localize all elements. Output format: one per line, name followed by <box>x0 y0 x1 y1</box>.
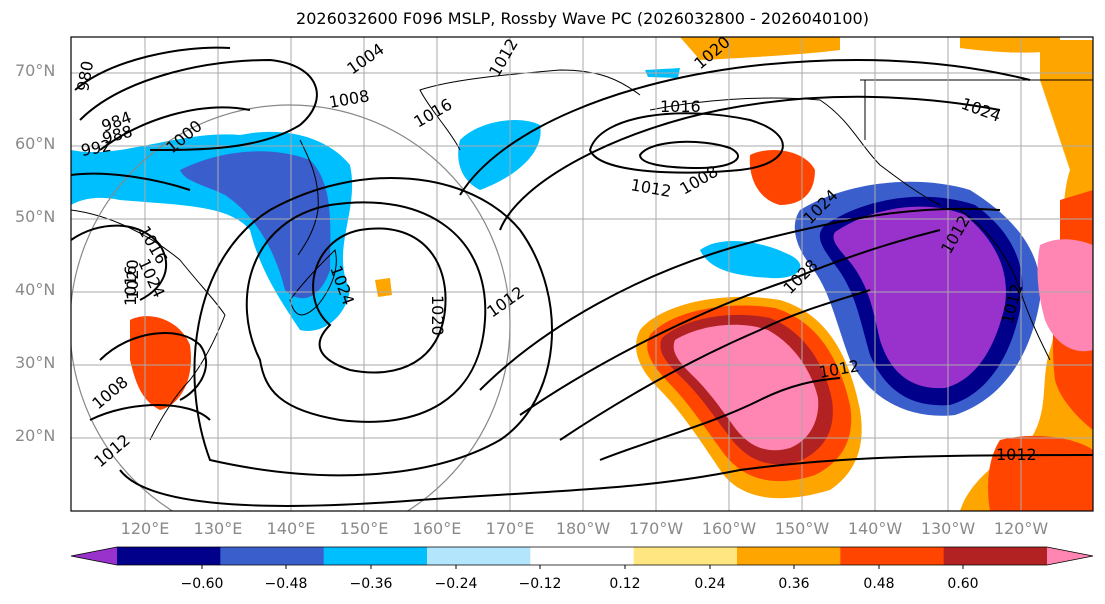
longitude-label: 140°W <box>847 519 903 538</box>
latitude-label: 60°N <box>15 134 56 153</box>
colorbar-tick-label: −0.48 <box>264 576 308 592</box>
colorbar-tick-label: −0.60 <box>180 576 224 592</box>
colorbar-segment <box>220 547 325 565</box>
longitude-label: 160°W <box>701 519 757 538</box>
longitude-label: 160°E <box>412 519 462 538</box>
longitude-label: 120°W <box>993 519 1049 538</box>
longitude-label: 180°W <box>555 519 611 538</box>
longitude-label: 130°E <box>193 519 243 538</box>
isobar-label: 1012 <box>996 445 1037 464</box>
longitude-label: 120°E <box>120 519 170 538</box>
colorbar-tick-label: 0.24 <box>694 576 726 592</box>
longitude-label: 170°E <box>485 519 535 538</box>
colorbar-tick-label: 0.60 <box>947 576 979 592</box>
colorbar-tick-label: −0.36 <box>349 576 393 592</box>
colorbar-tick-label: 0.12 <box>609 576 641 592</box>
colorbar-segment <box>943 547 1048 565</box>
colorbar-tick-label: −0.12 <box>518 576 562 592</box>
latitude-label: 20°N <box>15 426 56 445</box>
positive-anomaly-central <box>636 296 862 499</box>
colorbar-extend-high <box>1047 547 1093 565</box>
longitude-label: 140°E <box>266 519 316 538</box>
latitude-label: 50°N <box>15 207 56 226</box>
negative-anomaly-east <box>794 181 1041 416</box>
colorbar-segment <box>840 547 945 565</box>
latitude-label: 40°N <box>15 280 56 299</box>
colorbar-tick-label: −0.24 <box>434 576 478 592</box>
latitude-label: 70°N <box>15 61 56 80</box>
colorbar-segment <box>117 547 221 565</box>
colorbar-segment <box>530 547 635 565</box>
colorbar-extend-low <box>71 547 117 565</box>
colorbar-segment <box>633 547 738 565</box>
map-title: 2026032600 F096 MSLP, Rossby Wave PC (20… <box>296 9 869 28</box>
longitude-label: 170°W <box>628 519 684 538</box>
isobars <box>71 46 1093 507</box>
colorbar-segment <box>737 547 841 565</box>
isobar-label: 1020 <box>428 295 447 336</box>
reference-circle <box>71 104 511 511</box>
isobar-label: 1020 <box>123 259 142 300</box>
colorbar-tick-label: 0.36 <box>778 576 810 592</box>
longitude-label: 150°E <box>339 519 389 538</box>
isobar-label: 1016 <box>121 265 140 306</box>
colorbar-tick-label: 0.48 <box>863 576 895 592</box>
longitude-label: 130°W <box>920 519 976 538</box>
colorbar-segment <box>427 547 531 565</box>
isobar-label: 1016 <box>660 97 701 116</box>
colorbar <box>70 546 1094 569</box>
latitude-label: 30°N <box>15 353 56 372</box>
colorbar-outline <box>70 546 1094 566</box>
longitude-label: 150°W <box>774 519 830 538</box>
colorbar-segment <box>323 547 428 565</box>
